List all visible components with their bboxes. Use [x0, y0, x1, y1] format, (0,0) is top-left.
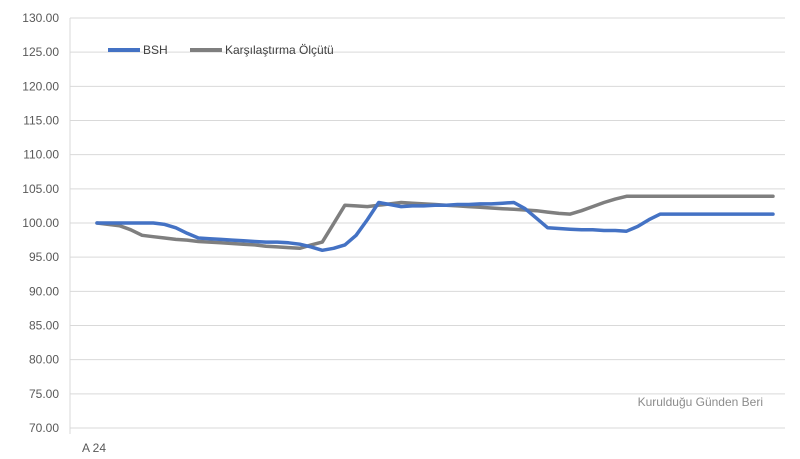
y-tick-label: 100.00	[22, 216, 59, 230]
y-tick-label: 75.00	[29, 387, 59, 401]
legend-label-bsh: BSH	[143, 43, 168, 57]
since-inception-label: Kurulduğu Günden Beri	[638, 395, 763, 409]
y-tick-label: 120.00	[22, 79, 59, 93]
y-tick-label: 130.00	[22, 11, 59, 25]
y-tick-label: 95.00	[29, 250, 59, 264]
y-tick-label: 110.00	[23, 148, 59, 162]
legend: BSH Karşılaştırma Ölçütü	[108, 43, 334, 57]
gridlines	[70, 17, 785, 395]
y-tick-label: 125.00	[22, 45, 59, 59]
series-line-bsh	[95, 200, 775, 253]
y-tick-label: 80.00	[29, 353, 59, 367]
series-lines	[95, 194, 775, 253]
axes	[69, 18, 785, 434]
legend-label-benchmark: Karşılaştırma Ölçütü	[225, 43, 334, 57]
y-tick-label: 115.00	[23, 114, 59, 128]
y-tick-label: 105.00	[22, 182, 59, 196]
y-axis-tick-labels: 130.00 125.00 120.00 115.00 110.00 105.00 100.…	[22, 11, 59, 435]
x-tick-label: A 24	[82, 441, 106, 455]
y-tick-label: 85.00	[29, 319, 59, 333]
y-tick-label: 70.00	[29, 421, 59, 435]
y-tick-label: 90.00	[29, 284, 59, 298]
